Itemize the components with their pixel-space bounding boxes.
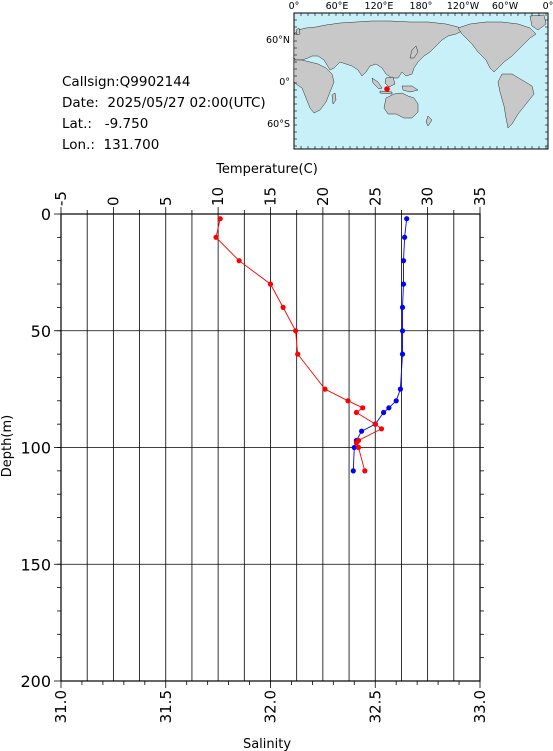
north-america-landmass <box>457 21 537 73</box>
chart-grid <box>61 214 480 681</box>
latitude-text: Lat.: -9.750 <box>62 116 149 132</box>
temperature-data-point <box>404 216 410 222</box>
greenland <box>529 14 547 31</box>
temperature-data-point <box>400 281 407 287</box>
map-lat-label-0: 60°N <box>266 35 290 46</box>
salinity-data-point <box>267 281 274 287</box>
salinity-tick-label: 32.0 <box>262 690 280 723</box>
temperature-data-point <box>400 258 407 264</box>
map-lon-labels: 0° 60°E 120°E 180° 120°W 60°W 0° <box>289 1 553 12</box>
temperature-data-point <box>399 304 406 310</box>
salinity-data-point <box>360 405 366 411</box>
temperature-tick-label: 5 <box>157 196 175 206</box>
borneo <box>384 76 396 88</box>
temperature-axis-label: Temperature(C) <box>215 162 318 177</box>
temperature-data-point <box>359 428 365 434</box>
longitude-text: Lon.: 131.700 <box>62 137 160 153</box>
south-america-landmass <box>497 73 535 129</box>
map-lon-label-1: 60°E <box>326 1 349 12</box>
chart-minor-ticks <box>57 207 484 688</box>
temperature-tick-label: 20 <box>314 187 332 206</box>
japan <box>409 45 419 59</box>
station-location-marker <box>384 86 390 92</box>
salinity-data-point <box>355 444 362 451</box>
temperature-data-point <box>386 405 392 411</box>
salinity-data-point <box>322 386 328 392</box>
salinity-tick-label: 32.5 <box>366 690 384 723</box>
sumatra <box>371 77 383 90</box>
map-lon-label-0: 0° <box>289 1 300 12</box>
eurasia-landmass <box>293 20 463 79</box>
temperature-data-point <box>402 234 408 240</box>
salinity-tick-label: 33.0 <box>471 690 489 723</box>
location-map: 0° 60°E 120°E 180° 120°W 60°W 0° 60°N 0°… <box>266 1 553 150</box>
salinity-data-point <box>362 468 368 474</box>
salinity-axis-label: Salinity <box>243 737 291 751</box>
depth-tick-label: 0 <box>41 205 51 224</box>
temperature-data-point <box>351 444 357 451</box>
depth-tick-label: 150 <box>20 555 51 574</box>
salinity-tick-label: 31.0 <box>52 690 70 723</box>
map-lat-labels: 60°N 0° 60°S <box>266 35 290 130</box>
salinity-data-point <box>372 421 378 427</box>
salinity-profile-line <box>215 218 383 472</box>
map-lon-label-5: 60°W <box>492 1 519 12</box>
map-lat-label-1: 0° <box>279 77 290 88</box>
temperature-data-point <box>393 398 399 404</box>
map-lon-label-3: 180° <box>410 1 433 12</box>
new-guinea <box>401 85 419 93</box>
depth-axis-label: Depth(m) <box>0 415 15 477</box>
temperature-tick-labels: -5 0 5 10 15 20 25 30 35 <box>52 187 489 206</box>
salinity-tick-label: 31.5 <box>157 690 175 723</box>
salinity-data-point <box>217 216 223 222</box>
depth-tick-label: 50 <box>31 322 51 341</box>
new-zealand <box>425 115 433 127</box>
map-frame-ticks <box>293 12 548 149</box>
depth-tick-label: 100 <box>20 439 51 458</box>
map-land <box>293 14 547 129</box>
depth-tick-labels: 0 50 100 150 200 <box>20 205 61 691</box>
salinity-data-point <box>345 398 351 404</box>
map-lon-label-6: 0° <box>543 1 553 12</box>
temperature-tick-label: 15 <box>262 187 280 206</box>
temperature-tick-label: 0 <box>104 196 122 206</box>
depth-tick-label: 200 <box>20 672 51 691</box>
madagascar <box>331 92 337 105</box>
temperature-data-point <box>399 328 406 334</box>
callsign-text: Callsign:Q9902144 <box>62 74 191 90</box>
australia-landmass <box>383 92 419 119</box>
temperature-data-point <box>381 409 387 416</box>
british-isles <box>295 27 301 36</box>
salinity-tick-labels: 31.0 31.5 32.0 32.5 33.0 <box>52 690 489 723</box>
temperature-data-point <box>399 351 406 357</box>
salinity-data-point <box>213 234 219 240</box>
temperature-profile-line <box>352 218 408 471</box>
date-text: Date: 2025/05/27 02:00(UTC) <box>62 95 266 111</box>
java <box>379 90 393 95</box>
temperature-data-point <box>397 386 403 392</box>
salinity-data-point <box>236 258 242 264</box>
africa-landmass <box>293 59 335 114</box>
temperature-tick-label: -5 <box>52 191 70 206</box>
temperature-tick-label: 25 <box>366 187 384 206</box>
salinity-data-point <box>353 409 359 416</box>
salinity-data-point <box>378 426 385 432</box>
map-lat-label-2: 60°S <box>267 119 290 130</box>
temperature-data-point <box>350 468 356 474</box>
temperature-tick-label: 10 <box>209 187 227 206</box>
salinity-data-point <box>293 328 299 334</box>
station-info: Callsign:Q9902144 Date: 2025/05/27 02:00… <box>62 72 266 156</box>
temperature-tick-label: 35 <box>471 187 489 206</box>
temperature-tick-label: 30 <box>419 187 437 206</box>
salinity-data-point <box>353 440 359 446</box>
chart-series <box>213 216 410 474</box>
salinity-data-point <box>295 351 301 357</box>
map-lon-label-4: 120°W <box>447 1 480 12</box>
salinity-data-point <box>280 304 286 310</box>
map-lon-label-2: 120°E <box>365 1 394 12</box>
